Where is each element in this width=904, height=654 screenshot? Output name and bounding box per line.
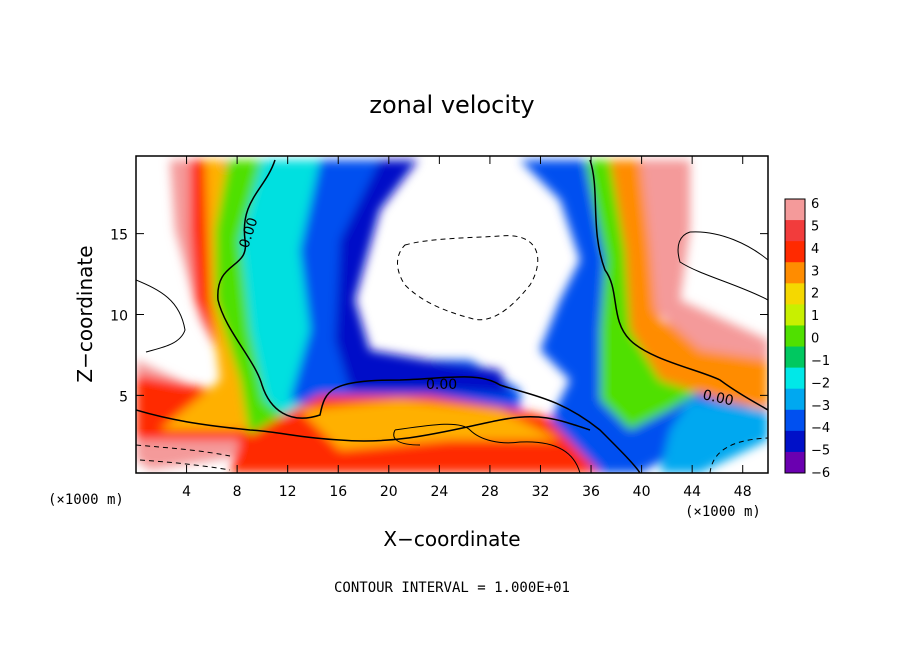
colorbar-swatch (785, 451, 805, 474)
x-tick-label: 36 (582, 484, 600, 500)
x-tick-label: 44 (683, 484, 701, 500)
chart-title: zonal velocity (369, 91, 534, 119)
colorbar-swatch (785, 367, 805, 390)
colorbar-label: −1 (811, 354, 830, 369)
contour-zero-lower (136, 409, 591, 442)
x-tick-label: 20 (380, 484, 398, 500)
field-tongue-purple (335, 160, 510, 395)
contour-zero-left (217, 159, 641, 473)
velocity-field (136, 159, 768, 473)
contour-interval-note: CONTOUR INTERVAL = 1.000E+01 (334, 580, 570, 596)
colorbar-swatch (785, 388, 805, 411)
contour-thin-left (136, 279, 186, 353)
colorbar-swatch (785, 241, 805, 263)
contour-dashed-center (397, 235, 539, 321)
x-tick-label: 16 (329, 484, 347, 500)
colorbar-swatch (785, 199, 805, 221)
x-tick-label: 32 (532, 484, 550, 500)
contour-label-2: 0.00 (426, 377, 457, 393)
colorbar-label: −3 (811, 399, 830, 414)
field-right-lowblue (660, 400, 768, 473)
x-tick-label: 4 (182, 484, 191, 500)
contour-zero-right (589, 159, 768, 411)
colorbar-label: −6 (811, 466, 830, 481)
colorbar-swatch (785, 325, 805, 348)
colorbar-label: 0 (811, 332, 819, 347)
x-tick-label: 24 (430, 484, 448, 500)
x-unit-left: (×1000 m) (48, 492, 124, 508)
y-axis-ticks: 5 10 15 (110, 228, 768, 405)
colorbar-swatch (785, 262, 805, 284)
x-tick-label: 8 (233, 484, 242, 500)
colorbar-label: −5 (811, 444, 830, 459)
contour-thin-right (677, 231, 768, 301)
colorbar-swatch (785, 283, 805, 305)
x-axis-label: X−coordinate (383, 527, 520, 551)
x-tick-label: 40 (633, 484, 651, 500)
colorbar-swatch (785, 430, 805, 453)
y-tick-label: 10 (110, 309, 128, 325)
y-tick-label: 15 (110, 228, 128, 244)
contour-thin-bottom (393, 423, 581, 473)
x-unit-right: (×1000 m) (685, 504, 761, 520)
colorbar: 6 5 4 3 2 1 0 −1 −2 −3 −4 −5 −6 (784, 197, 830, 481)
colorbar-swatch (785, 409, 805, 432)
y-tick-label: 5 (119, 389, 128, 405)
colorbar-label: 5 (811, 219, 819, 234)
colorbar-swatch (785, 220, 805, 242)
field-right-pink (640, 160, 768, 360)
colorbar-label: 2 (811, 287, 819, 302)
x-tick-label: 12 (279, 484, 297, 500)
x-axis-ticks: 4 8 12 16 20 24 28 32 36 40 44 48 (182, 156, 752, 500)
colorbar-label: 1 (811, 309, 819, 324)
x-tick-label: 48 (734, 484, 752, 500)
y-axis-label: Z−coordinate (73, 245, 97, 382)
colorbar-label: −2 (811, 376, 830, 391)
plot-area: 0.00 0.00 0.00 (135, 155, 769, 474)
colorbar-label: 3 (811, 264, 819, 279)
colorbar-label: 6 (811, 197, 819, 212)
contour-label-3: 0.00 (701, 387, 735, 409)
colorbar-swatch (785, 304, 805, 326)
colorbar-label: 4 (811, 242, 819, 257)
colorbar-swatch (785, 346, 805, 369)
x-tick-label: 28 (481, 484, 499, 500)
contour-dashed-bottom (136, 437, 768, 473)
colorbar-label: −4 (811, 421, 830, 436)
field-right-blue (520, 160, 760, 473)
colorbar-frame (784, 198, 806, 474)
